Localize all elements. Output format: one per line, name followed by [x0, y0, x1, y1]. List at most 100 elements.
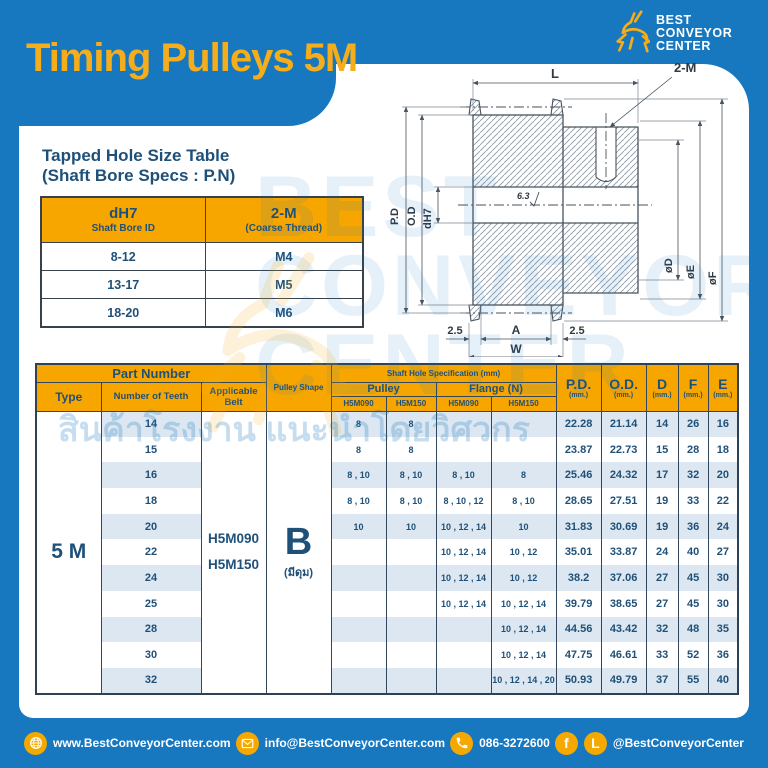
cell-e: 35 [707, 616, 739, 643]
cell-pd: 44.56 [555, 616, 602, 643]
cell-pulley-h5m090: 8 [330, 411, 387, 437]
cell-pd: 31.83 [555, 513, 602, 540]
cell-pd: 50.93 [555, 667, 602, 694]
cell-pulley-h5m090 [330, 590, 387, 617]
cell-d: 37 [645, 667, 679, 694]
cell-f: 36 [677, 513, 709, 540]
cell-flange-h5m090: 10 , 12 , 14 [435, 565, 492, 591]
cell-flange-h5m150: 10 , 12 , 14 , 20 [490, 667, 557, 694]
table-row: 20 10 10 10 , 12 , 14 10 31.83 30.69 19 … [36, 513, 739, 540]
cell-teeth: 18 [100, 488, 202, 514]
logo-text: BEST CONVEYOR CENTER [656, 12, 732, 54]
header-belt: Applicable Belt [200, 381, 267, 412]
cell-teeth: 24 [100, 565, 202, 591]
envelope-icon [235, 731, 259, 755]
cell-flange-h5m150 [490, 411, 557, 437]
cell-pd: 22.28 [555, 411, 602, 437]
dim-label: P.D. [565, 375, 592, 392]
cell-od: 33.87 [600, 539, 647, 566]
cell-pulley-h5m150: 8 [385, 436, 437, 463]
cell-flange-h5m090 [435, 436, 492, 463]
belt-value: H5M150 [208, 557, 260, 573]
cell-f: 52 [677, 642, 709, 668]
header-d: D (mm.) [645, 363, 679, 412]
cell-flange-h5m150: 10 , 12 [490, 539, 557, 566]
part-outline [472, 114, 639, 306]
cell-flange-h5m090 [435, 642, 492, 668]
cell-pd: 35.01 [555, 539, 602, 566]
cell-f: 55 [677, 667, 709, 694]
cell-flange-h5m090: 10 , 12 , 14 [435, 539, 492, 566]
col1-sub: Shaft Bore ID [91, 222, 155, 234]
table-row: 30 10 , 12 , 14 47.75 46.61 33 52 36 [36, 642, 739, 668]
cell-od: 49.79 [600, 667, 647, 694]
cell-thread: M6 [204, 298, 364, 328]
dim-unit: (mm.) [614, 391, 634, 399]
logo-line: CENTER [656, 39, 711, 54]
cell-flange-h5m090 [435, 616, 492, 643]
header-teeth: Number of Teeth [100, 381, 202, 412]
dim-label-finish: 6.3 [517, 191, 530, 201]
cell-pd: 28.65 [555, 488, 602, 514]
header-sub-h5m150: H5M150 [385, 395, 437, 412]
dim-unit: (mm.) [652, 391, 672, 399]
header-pulley-shape: Pulley Shape [265, 363, 332, 412]
dim-label: F [688, 375, 698, 392]
cell-e: 30 [707, 565, 739, 591]
cell-f: 28 [677, 436, 709, 463]
cell-pd: 47.75 [555, 642, 602, 668]
cell-pulley-h5m150: 8 , 10 [385, 488, 437, 514]
cell-pulley-h5m150: 10 [385, 513, 437, 540]
cell-teeth: 28 [100, 616, 202, 643]
cell-pulley-h5m090 [330, 539, 387, 566]
dim-label-oE: øE [685, 265, 697, 279]
tapped-table-title: Tapped Hole Size Table (Shaft Bore Specs… [42, 146, 235, 186]
cell-od: 37.06 [600, 565, 647, 591]
cell-flange-h5m090: 8 , 10 [435, 462, 492, 489]
dim-label-25-left: 2.5 [447, 325, 462, 337]
footer-email: info@BestConveyorCenter.com [235, 731, 445, 755]
table-row: 18-20 M6 [40, 298, 364, 328]
cell-e: 27 [707, 539, 739, 566]
title-block: Timing Pulleys 5M [0, 0, 358, 126]
goat-logo-icon [608, 6, 651, 61]
table-row: 13-17 M5 [40, 270, 364, 299]
cell-pulley-h5m090 [330, 667, 387, 694]
dim-label: E [718, 375, 728, 392]
main-spec-table: Part Number Pulley Shape Shaft Hole Spec… [35, 363, 740, 695]
cell-teeth: 32 [100, 667, 202, 694]
brand-logo: BEST CONVEYOR CENTER [608, 6, 764, 61]
cell-od: 30.69 [600, 513, 647, 540]
page-title: Timing Pulleys 5M [26, 36, 358, 80]
logo-line: BEST [656, 12, 692, 27]
dim-label-L: L [551, 66, 559, 81]
cell-pulley-h5m150 [385, 539, 437, 566]
footer-website: www.BestConveyorCenter.com [24, 731, 231, 755]
tapped-header-row: dH7 Shaft Bore ID 2-M (Coarse Thread) [40, 196, 364, 243]
cell-teeth: 30 [100, 642, 202, 668]
dim-label-PD: P.D [389, 208, 401, 225]
cell-pulley-h5m090: 8 [330, 436, 387, 463]
shape-value: B [284, 521, 313, 564]
table-row: 28 10 , 12 , 14 44.56 43.42 32 48 35 [36, 616, 739, 643]
surface-finish-mark [529, 191, 540, 207]
cell-od: 38.65 [600, 590, 647, 617]
section-hatching [468, 98, 638, 322]
header-pd: P.D. (mm.) [555, 363, 602, 412]
cell-flange-h5m090 [435, 411, 492, 437]
cell-teeth: 14 [100, 411, 202, 437]
cell-flange-h5m090: 10 , 12 , 14 [435, 590, 492, 617]
header-part-number: Part Number [35, 363, 267, 383]
cell-d: 17 [645, 462, 679, 489]
cell-pulley-h5m090: 8 , 10 [330, 462, 387, 489]
dim-label-OD: O.D [406, 206, 418, 226]
table-row: 24 10 , 12 , 14 10 , 12 38.2 37.06 27 45… [36, 565, 739, 591]
dim-label-A: A [512, 323, 521, 337]
dim-unit: (mm.) [569, 391, 589, 399]
cell-d: 14 [645, 411, 679, 437]
cell-thread: M4 [204, 242, 364, 271]
tapped-col1-header: dH7 Shaft Bore ID [40, 196, 206, 243]
cell-od: 46.61 [600, 642, 647, 668]
globe-icon [24, 731, 47, 755]
cell-flange-h5m090 [435, 667, 492, 694]
